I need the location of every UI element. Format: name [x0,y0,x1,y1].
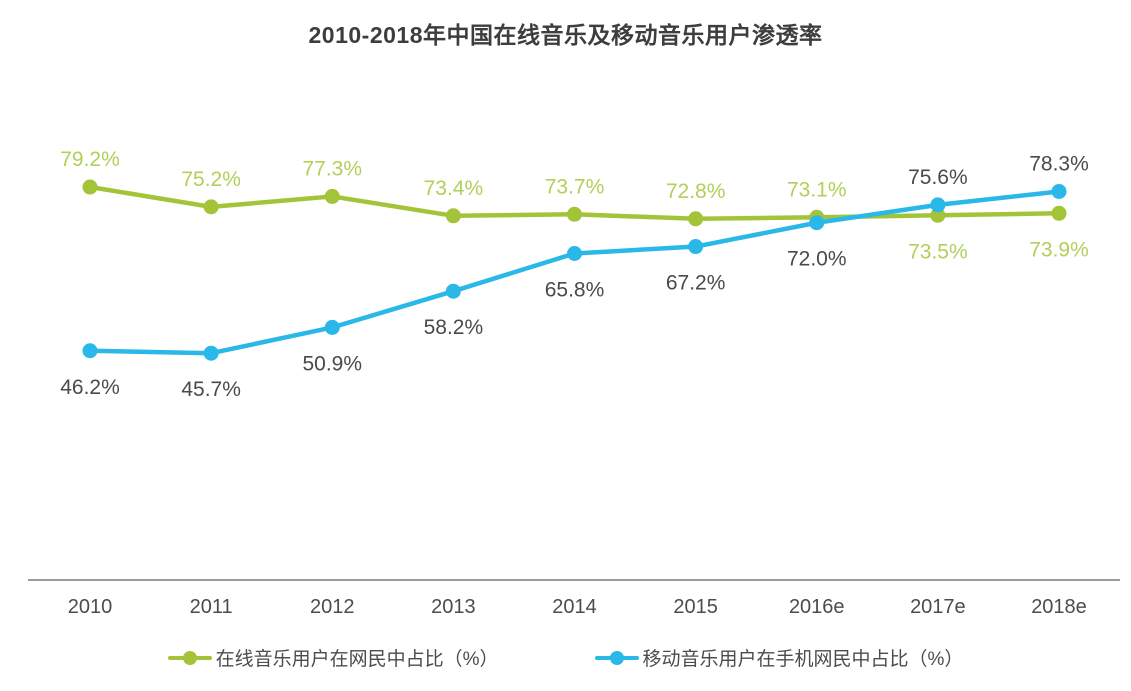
data-label: 72.0% [787,248,847,271]
data-point [930,207,946,223]
data-label: 77.3% [302,157,362,180]
data-point [688,211,704,227]
data-label: 78.3% [1029,152,1089,175]
data-point [567,206,582,222]
legend-label-mobile-music: 移动音乐用户在手机网民中占比（%） [642,649,964,670]
legend-item-mobile-music: 移动音乐用户在手机网民中占比（%） [594,644,964,671]
data-point [1051,183,1067,199]
data-point [1051,205,1067,221]
data-point [809,215,825,231]
data-point [82,343,98,359]
legend-line-dot-marker-blue [594,650,639,665]
data-label: 75.2% [181,168,241,191]
data-point [324,188,340,204]
data-label: 65.8% [545,279,605,302]
data-label: 73.7% [545,175,605,198]
data-label: 58.2% [424,316,484,339]
legend-line-dot-marker-green [167,650,212,665]
data-point [203,199,219,215]
data-point [688,239,704,255]
data-point [567,246,582,262]
data-label: 73.1% [787,178,847,201]
data-point [445,283,461,299]
chart-legend: 在线音乐用户在网民中占比（%） 移动音乐用户在手机网民中占比（%） [0,644,1131,671]
data-point [930,197,946,213]
data-label: 73.9% [1029,238,1089,261]
data-label: 73.5% [908,240,968,263]
data-point [82,179,98,195]
data-point [324,319,340,335]
data-label: 73.4% [424,177,484,200]
data-label: 72.8% [666,180,726,203]
data-point [445,208,461,224]
legend-item-online-music: 在线音乐用户在网民中占比（%） [167,644,499,671]
data-label: 46.2% [60,376,120,399]
chart-title: 2010-2018年中国在线音乐及移动音乐用户渗透率 [308,22,823,48]
data-label: 79.2% [60,148,120,171]
data-label: 67.2% [666,272,726,295]
data-label: 45.7% [181,378,241,401]
data-label: 50.9% [302,352,362,375]
data-point [203,345,219,361]
legend-label-online-music: 在线音乐用户在网民中占比（%） [215,649,499,670]
data-label: 75.6% [908,166,968,189]
